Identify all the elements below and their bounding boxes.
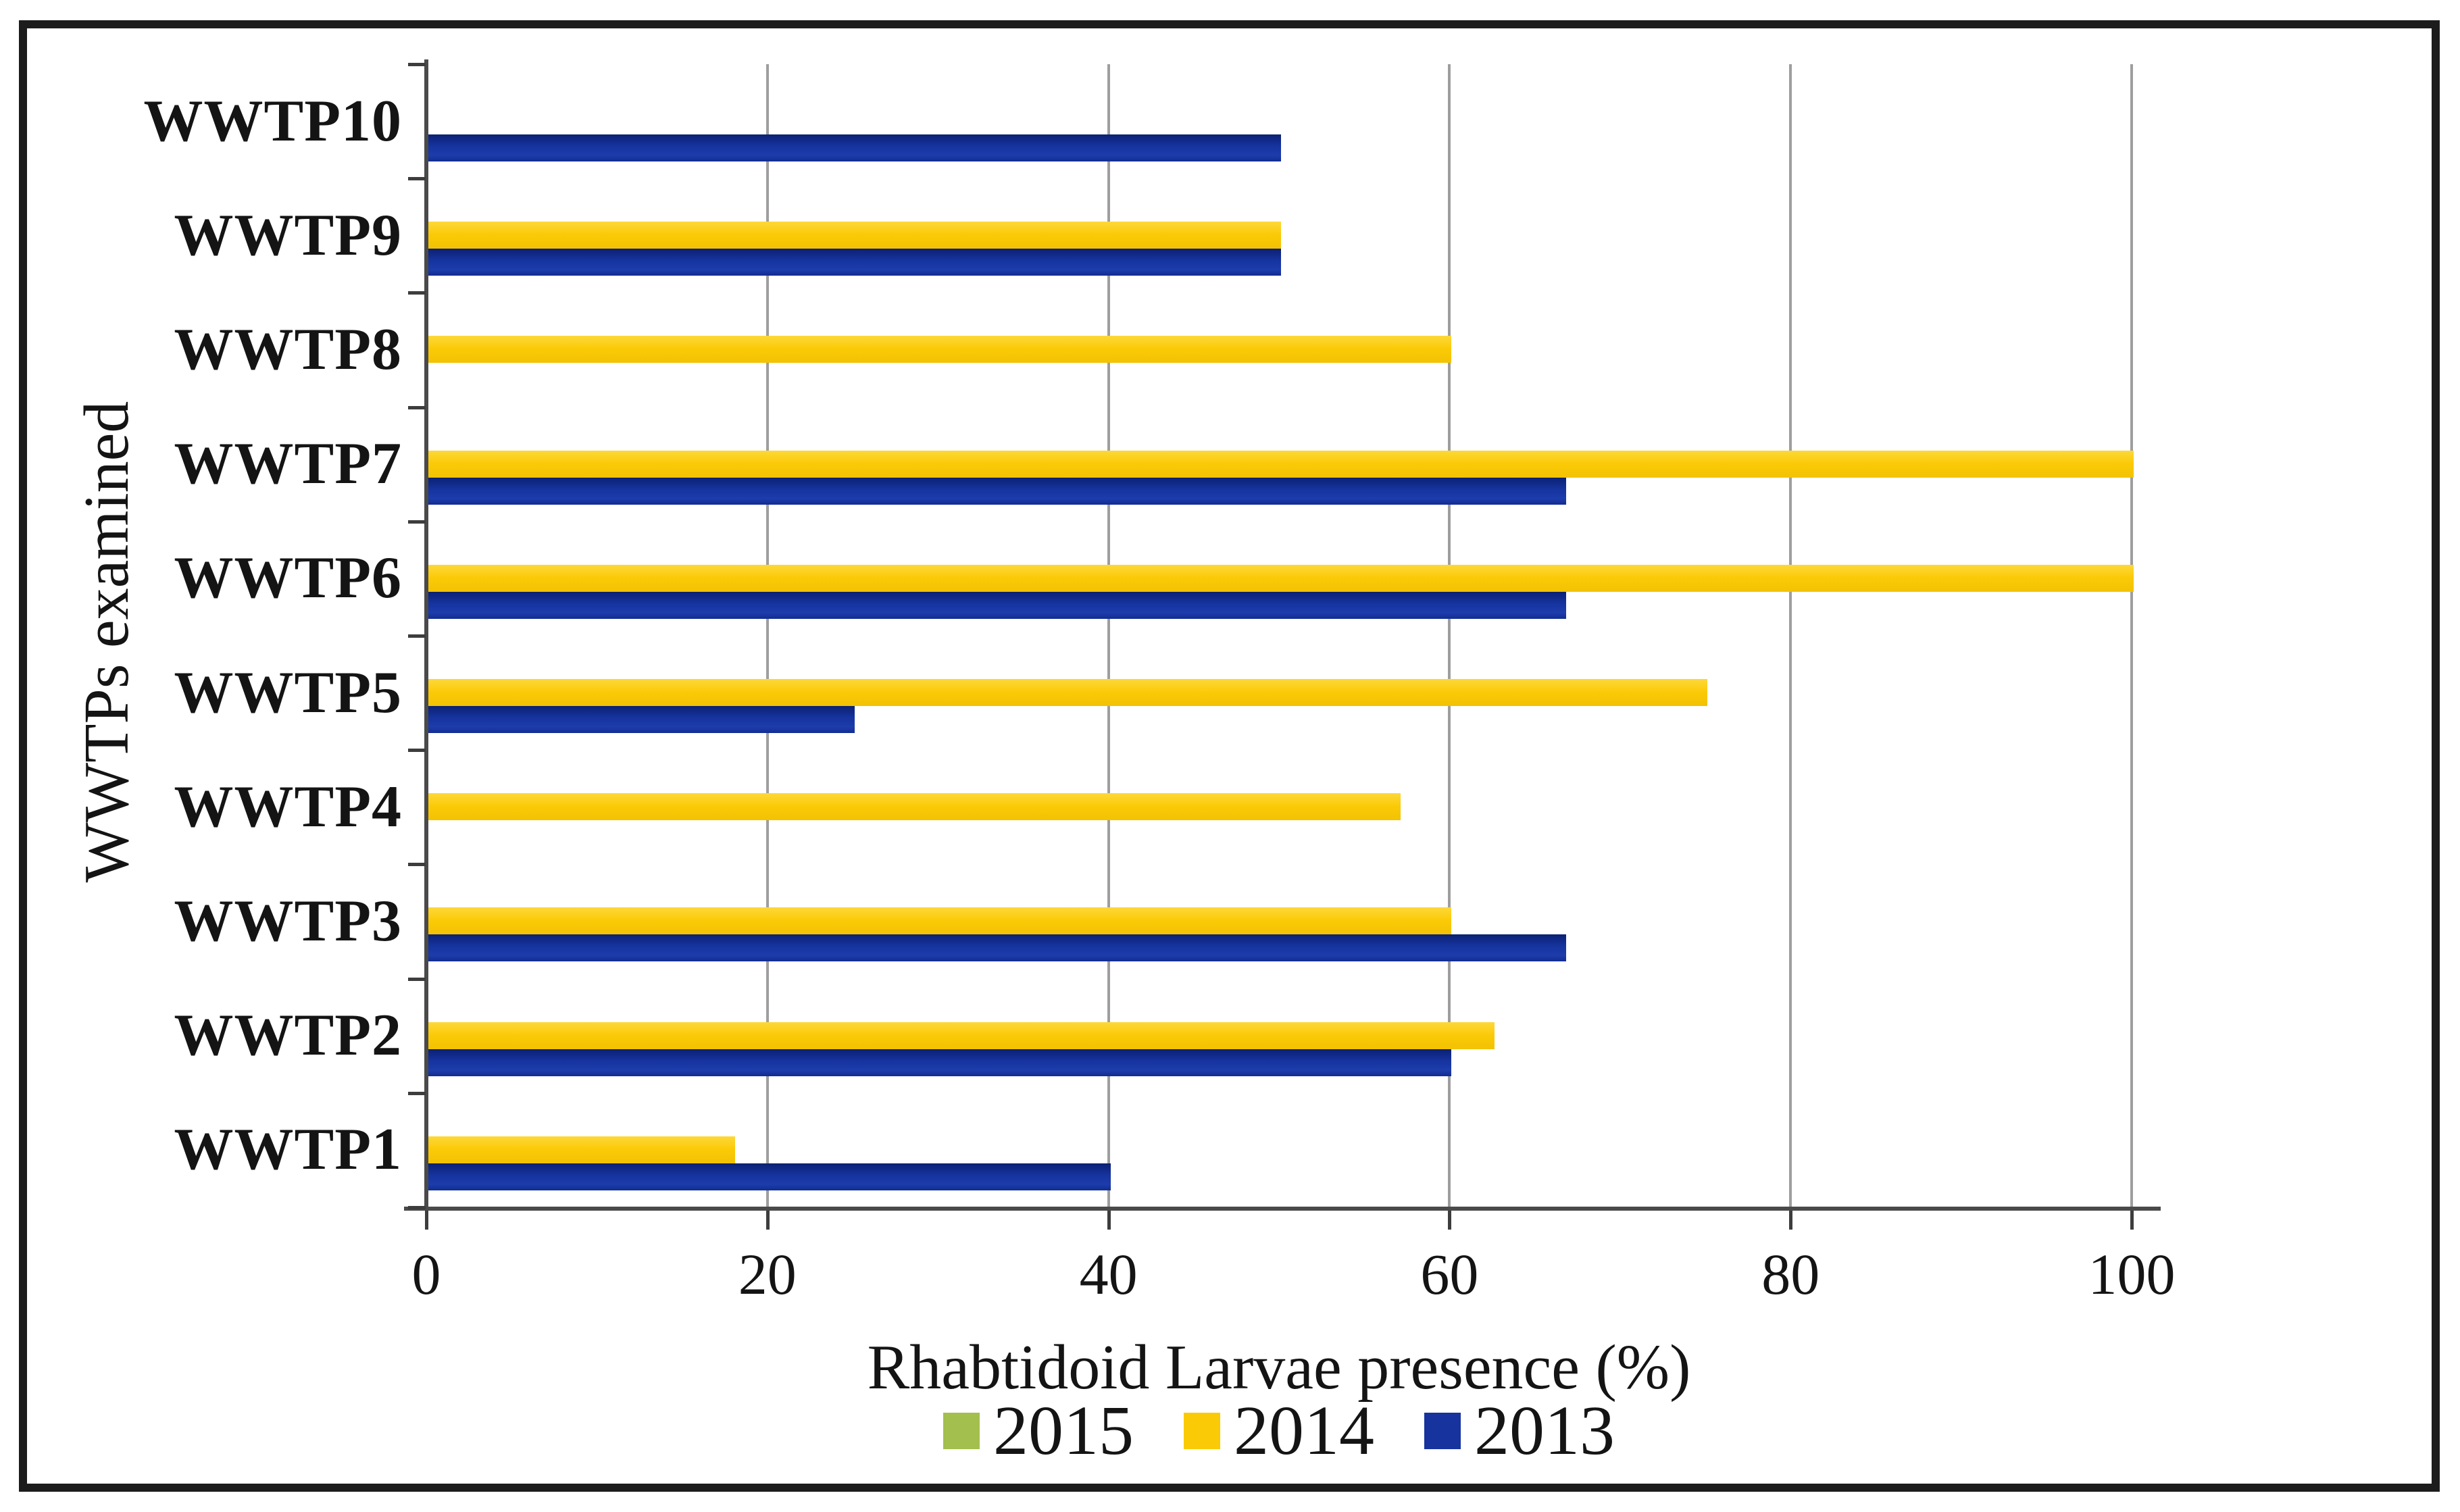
x-tick-label-60: 60 <box>1420 1242 1479 1307</box>
category-label-wwtp8: WWTP8 <box>174 317 402 382</box>
bar-wwtp2-2014 <box>428 1022 1495 1049</box>
y-tick-mark <box>408 520 426 524</box>
y-tick-mark <box>408 63 426 66</box>
x-axis-line <box>404 1207 2161 1211</box>
bar-wwtp9-2013 <box>428 249 1281 276</box>
x-axis-title: Rhabtidoid Larvae presence (%) <box>867 1332 1691 1403</box>
legend-swatch-2013 <box>1424 1413 1461 1449</box>
y-axis-title: WWTPs examined <box>72 401 142 883</box>
legend-swatch-2014 <box>1184 1413 1220 1449</box>
x-tick-label-100: 100 <box>2088 1242 2176 1307</box>
bar-wwtp3-2013 <box>428 934 1566 962</box>
bar-wwtp10-2013 <box>428 134 1281 161</box>
x-tick-mark-80 <box>1789 1211 1793 1230</box>
x-tick-label-20: 20 <box>738 1242 797 1307</box>
bar-wwtp5-2013 <box>428 706 855 733</box>
category-label-wwtp4: WWTP4 <box>174 774 402 840</box>
x-tick-mark-0 <box>425 1211 428 1230</box>
gridline-20 <box>765 64 769 1207</box>
legend-item-2014: 2014 <box>1184 1393 1374 1469</box>
gridline-100 <box>2130 64 2133 1207</box>
x-tick-mark-40 <box>1107 1211 1111 1230</box>
bar-wwtp1-2014 <box>428 1136 736 1163</box>
legend-label-2015: 2015 <box>993 1392 1134 1469</box>
category-label-wwtp5: WWTP5 <box>174 659 402 726</box>
gridline-40 <box>1107 64 1110 1207</box>
y-tick-mark <box>408 634 426 638</box>
x-tick-label-0: 0 <box>411 1242 441 1307</box>
bar-wwtp8-2014 <box>428 336 1452 363</box>
y-tick-mark <box>408 977 426 981</box>
category-label-wwtp10: WWTP10 <box>143 88 402 154</box>
category-label-wwtp7: WWTP7 <box>174 431 402 497</box>
category-label-wwtp9: WWTP9 <box>174 202 402 268</box>
legend-label-2013: 2013 <box>1474 1392 1615 1469</box>
x-tick-label-40: 40 <box>1079 1242 1138 1307</box>
y-tick-mark <box>408 863 426 867</box>
legend-label-2014: 2014 <box>1234 1392 1374 1469</box>
bar-wwtp7-2014 <box>428 450 2134 478</box>
gridline-80 <box>1789 64 1792 1207</box>
legend-swatch-2015 <box>943 1413 980 1449</box>
bar-wwtp9-2014 <box>428 222 1281 249</box>
x-tick-mark-60 <box>1448 1211 1452 1230</box>
y-tick-mark <box>408 177 426 181</box>
bar-wwtp2-2013 <box>428 1049 1452 1076</box>
x-tick-label-80: 80 <box>1761 1242 1820 1307</box>
category-label-wwtp3: WWTP3 <box>174 888 402 954</box>
bar-wwtp7-2013 <box>428 477 1566 505</box>
legend-item-2013: 2013 <box>1424 1393 1615 1469</box>
y-tick-mark <box>408 1206 426 1209</box>
bar-wwtp1-2013 <box>428 1163 1111 1190</box>
x-tick-mark-100 <box>2130 1211 2134 1230</box>
y-axis-line <box>424 59 428 1209</box>
y-tick-mark <box>408 291 426 295</box>
x-tick-mark-20 <box>765 1211 770 1230</box>
y-tick-mark <box>408 749 426 753</box>
bar-wwtp5-2014 <box>428 679 1707 706</box>
gridline-60 <box>1448 64 1451 1207</box>
bar-wwtp4-2014 <box>428 793 1401 821</box>
legend-item-2015: 2015 <box>943 1393 1134 1469</box>
bar-wwtp6-2013 <box>428 591 1566 619</box>
bar-wwtp6-2014 <box>428 564 2134 592</box>
y-tick-mark <box>408 405 426 409</box>
bar-wwtp3-2014 <box>428 907 1452 935</box>
category-label-wwtp1: WWTP1 <box>174 1117 402 1183</box>
category-label-wwtp2: WWTP2 <box>174 1003 402 1069</box>
y-tick-mark <box>408 1091 426 1095</box>
legend: 2015 2014 2013 <box>426 1390 2132 1471</box>
category-label-wwtp6: WWTP6 <box>174 545 402 611</box>
